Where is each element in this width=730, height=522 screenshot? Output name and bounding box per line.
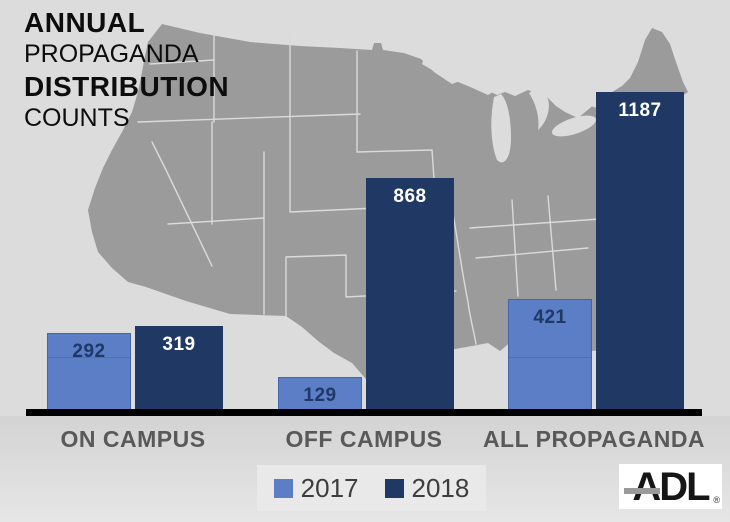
bar-value-label: 129: [303, 385, 337, 406]
x-axis-line: [26, 409, 702, 416]
bar-value-label: 868: [393, 186, 427, 207]
axis-label-on-campus: ON CAMPUS: [60, 426, 206, 452]
bar-2017-all-propaganda: 421: [508, 299, 592, 412]
axis-label-off-campus: OFF CAMPUS: [285, 426, 443, 452]
registered-trademark-symbol: ®: [713, 495, 720, 505]
bar-gradient-seam: [509, 357, 591, 358]
legend-item-2018: 2018: [384, 472, 470, 504]
axis-label-all-propaganda: ALL PROPAGANDA: [482, 426, 706, 452]
bar-value-label: 319: [162, 334, 196, 355]
bar-gradient-seam: [48, 357, 130, 358]
title-line-counts: COUNTS: [24, 104, 130, 132]
bar-value-label: 1187: [618, 100, 662, 121]
adl-logo-stripe-icon: [624, 488, 660, 494]
legend-swatch-2018-icon: [384, 478, 404, 498]
bar-value-label: 292: [72, 341, 106, 362]
legend-item-2017: 2017: [273, 472, 359, 504]
bar-2018-all-propaganda: 1187: [596, 92, 684, 412]
bar-2018-on-campus: 319: [135, 326, 223, 412]
legend: 2017 2018: [257, 465, 486, 511]
title-line-distribution: DISTRIBUTION: [24, 71, 230, 102]
title-line-propaganda: PROPAGANDA: [24, 40, 199, 68]
adl-logo-text: ADL: [632, 465, 710, 509]
bar-2017-on-campus: 292: [47, 333, 131, 412]
adl-logo: ADL ®: [619, 464, 722, 509]
legend-label-2018: 2018: [411, 472, 470, 503]
legend-label-2017: 2017: [300, 472, 359, 503]
x-axis-labels: ON CAMPUS OFF CAMPUS ALL PROPAGANDA: [0, 426, 730, 456]
chart-title: ANNUAL PROPAGANDA DISTRIBUTION COUNTS: [24, 6, 229, 134]
bar-2018-off-campus: 868: [366, 178, 454, 412]
legend-swatch-2017-icon: [273, 478, 293, 498]
bar-value-label: 421: [533, 307, 567, 328]
title-line-annual: ANNUAL: [24, 7, 146, 38]
bar-2017-off-campus: 129: [278, 377, 362, 412]
great-lakes: [422, 58, 622, 163]
